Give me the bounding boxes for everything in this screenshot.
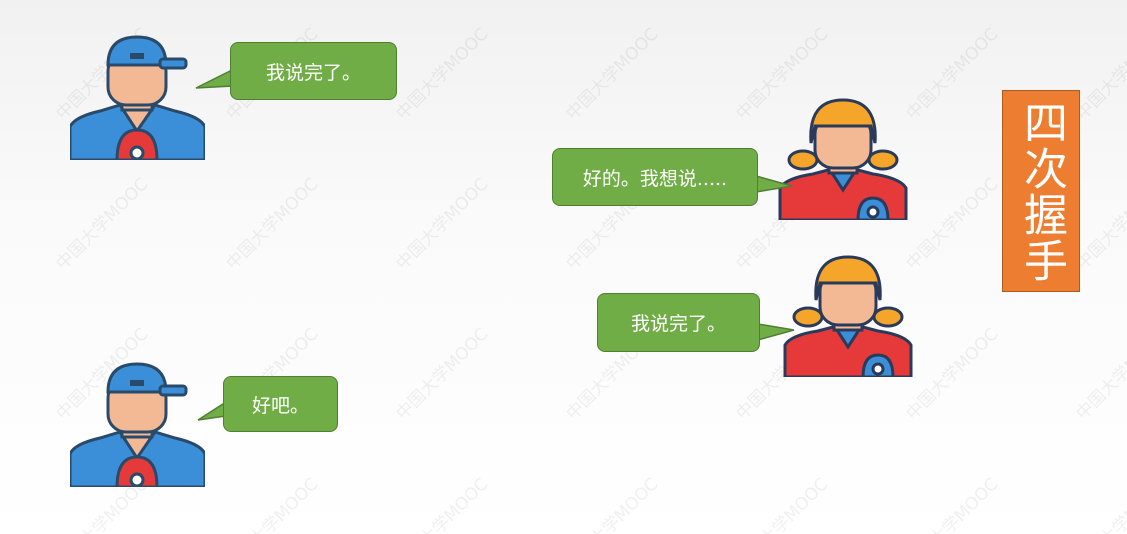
bubble-tail	[195, 68, 233, 89]
server-avatar	[783, 255, 913, 377]
bubble-tail	[755, 175, 793, 193]
watermark: 中国大学MOOC	[392, 324, 493, 425]
watermark: 中国大学MOOC	[562, 474, 663, 534]
watermark: 中国大学MOOC	[1072, 324, 1127, 425]
watermark: 中国大学MOOC	[902, 324, 1003, 425]
message-text: 好的。我想说.....	[582, 167, 728, 190]
watermark: 中国大学MOOC	[222, 474, 323, 534]
bubble-tail	[757, 323, 795, 341]
speech-bubble: 好吧。	[223, 376, 338, 432]
watermark: 中国大学MOOC	[52, 174, 153, 275]
watermark: 中国大学MOOC	[732, 474, 833, 534]
message-text: 好吧。	[251, 394, 309, 417]
speech-bubble: 我说完了。	[597, 293, 760, 352]
watermark: 中国大学MOOC	[392, 24, 493, 125]
watermark: 中国大学MOOC	[562, 24, 663, 125]
message-text: 我说完了。	[265, 61, 361, 84]
watermark: 中国大学MOOC	[902, 474, 1003, 534]
server-avatar	[778, 98, 908, 220]
watermark: 中国大学MOOC	[902, 24, 1003, 125]
client-avatar	[70, 35, 205, 160]
watermark: 中国大学MOOC	[902, 174, 1003, 275]
watermark: 中国大学MOOC	[392, 174, 493, 275]
speech-bubble: 好的。我想说.....	[552, 148, 758, 206]
slide-title: 四次握手	[1002, 90, 1080, 292]
message-text: 我说完了。	[630, 313, 726, 335]
speech-bubble: 我说完了。	[230, 42, 397, 100]
client-avatar	[70, 362, 205, 487]
watermark: 中国大学MOOC	[222, 174, 323, 275]
watermark: 中国大学MOOC	[1072, 474, 1127, 534]
watermark: 中国大学MOOC	[392, 474, 493, 534]
